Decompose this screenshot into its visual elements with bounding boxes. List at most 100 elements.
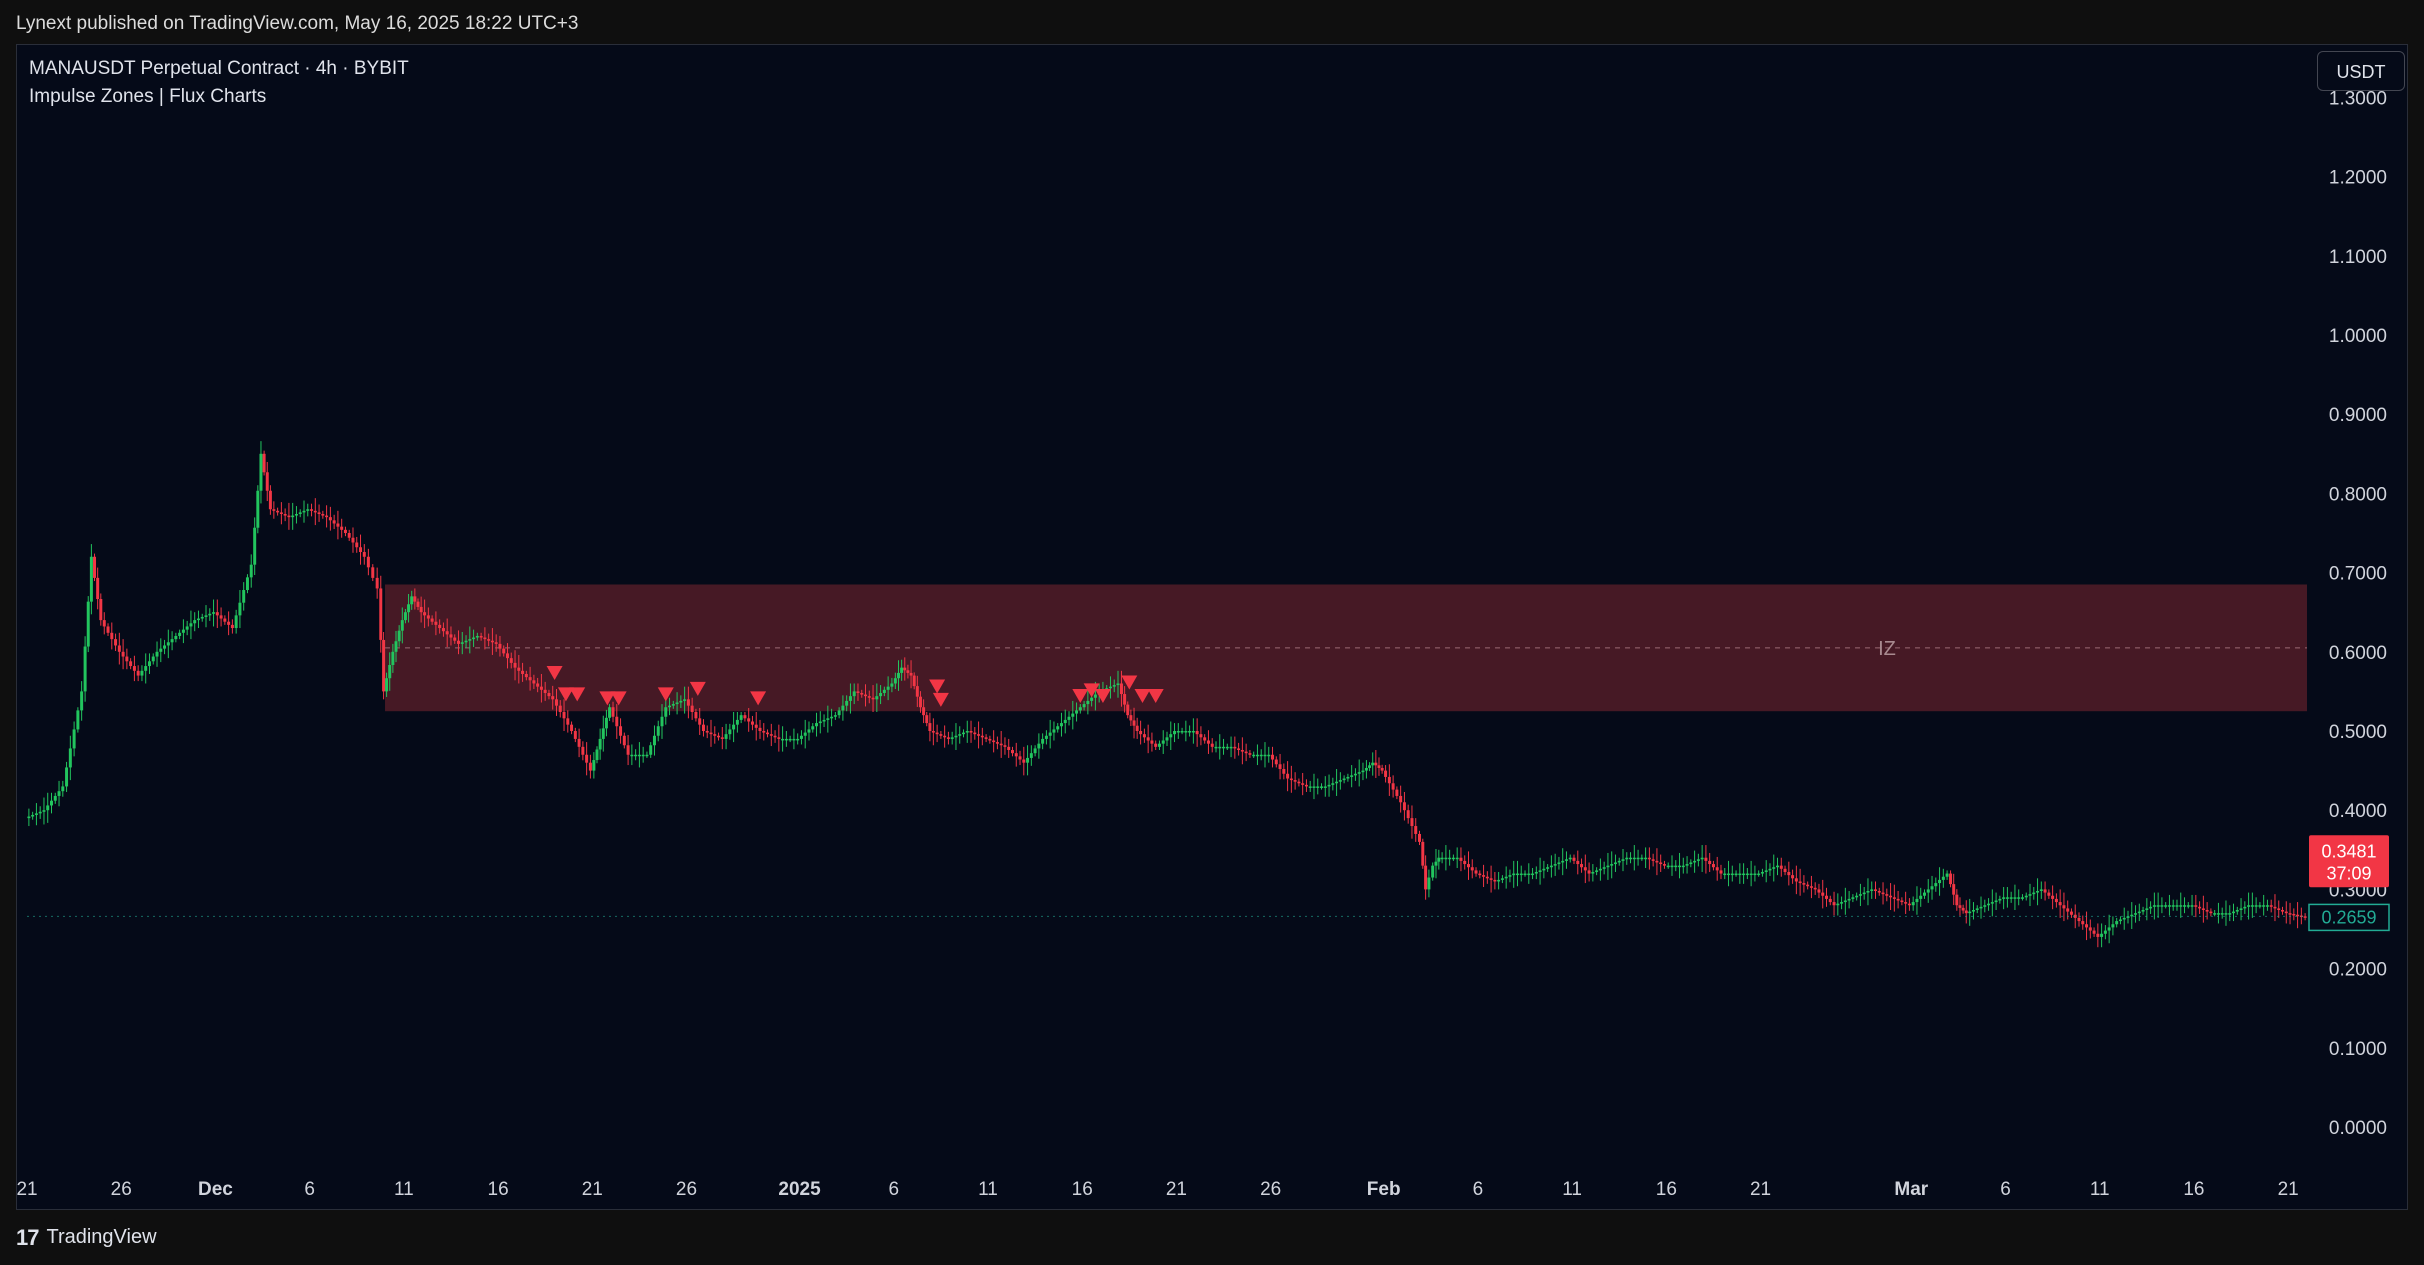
candle-body <box>2205 909 2209 912</box>
candle-body <box>509 658 513 663</box>
candle-body <box>1515 873 1519 876</box>
candle-body <box>539 686 543 690</box>
candle-body <box>1206 740 1210 744</box>
candle-body <box>1847 898 1851 901</box>
candle-body <box>1022 759 1026 763</box>
candle-body <box>598 738 602 750</box>
candle-body <box>2250 905 2254 907</box>
candle-body <box>2160 905 2164 907</box>
candle-body <box>117 645 121 652</box>
x-tick-label: Dec <box>198 1179 233 1200</box>
candle-body <box>2100 933 2104 937</box>
candle-body <box>626 745 630 755</box>
candle-body <box>86 601 90 647</box>
candle-body <box>336 523 340 527</box>
candle-body <box>253 527 257 565</box>
y-tick-label: 0.6000 <box>2329 643 2387 664</box>
candle-body <box>1636 857 1640 860</box>
candle-body <box>551 696 555 700</box>
symbol-title[interactable]: MANAUSDT Perpetual Contract · 4h · BYBIT <box>29 58 409 79</box>
candle-body <box>837 710 841 716</box>
candle-body <box>1753 873 1757 876</box>
candle-body <box>1749 873 1753 876</box>
candle-body <box>1693 860 1697 863</box>
candle-body <box>1059 723 1063 727</box>
indicator-title[interactable]: Impulse Zones | Flux Charts <box>29 86 267 107</box>
candle-body <box>265 472 269 491</box>
candle-body <box>57 791 61 796</box>
candle-body <box>413 596 417 602</box>
candle-body <box>1395 789 1399 796</box>
candle-body <box>1719 870 1723 874</box>
candle-body <box>279 512 283 514</box>
candle-body <box>1459 857 1463 861</box>
candle-body <box>1629 857 1633 860</box>
candle-body <box>1534 871 1538 874</box>
candle-body <box>1715 867 1719 871</box>
candle-body <box>585 754 589 763</box>
candle-body <box>690 705 694 712</box>
candle-body <box>1662 864 1666 866</box>
signal-marker-icon <box>657 687 674 702</box>
price-chart[interactable]: IZ 1.3000 1.2000 1.1000 1.0000 0.9000 0.8000 0.… <box>17 45 2407 1209</box>
candle-body <box>379 588 383 640</box>
candle-body <box>1949 873 1953 885</box>
candle-body <box>242 590 246 603</box>
candle-body <box>758 727 762 731</box>
brand-name[interactable]: TradingView <box>46 1226 157 1248</box>
candle-body <box>464 640 468 643</box>
candle-body <box>2258 905 2262 907</box>
candle-body <box>1123 694 1127 705</box>
candle-body <box>2134 913 2138 915</box>
candle-body <box>709 732 713 735</box>
candle-body <box>1855 895 1859 898</box>
candle-body <box>291 515 295 518</box>
signal-marker-icon <box>750 691 767 706</box>
candle-body <box>811 726 815 730</box>
candle-body <box>1082 704 1086 708</box>
x-tick-label: 16 <box>1656 1179 1677 1200</box>
candle-body <box>1595 870 1599 872</box>
x-tick-label: Feb <box>1367 1179 1401 1200</box>
candle-body <box>1252 754 1256 757</box>
candle-body <box>366 556 370 568</box>
signal-marker-icon <box>1121 675 1138 690</box>
currency-button[interactable]: USDT <box>2317 51 2405 91</box>
candle-body <box>856 691 860 693</box>
candle-body <box>1173 731 1177 735</box>
candle-body <box>2054 898 2058 903</box>
candle-body <box>230 624 234 629</box>
candle-body <box>928 723 932 731</box>
candle-body <box>1203 737 1207 741</box>
tradingview-logo-icon[interactable]: 17 <box>16 1224 40 1250</box>
candle-body <box>2213 913 2217 915</box>
candle-body <box>1161 740 1165 744</box>
candle-body <box>1176 731 1180 733</box>
candle-body <box>1225 746 1229 749</box>
candle-body <box>2073 914 2077 918</box>
candle-body <box>1342 778 1346 781</box>
candle-body <box>76 710 80 730</box>
candle-body <box>1478 873 1482 876</box>
candle-body <box>1282 769 1286 774</box>
x-tick-label: 16 <box>1072 1179 1093 1200</box>
candle-body <box>2036 890 2040 893</box>
candle-body <box>1368 765 1372 768</box>
candle-body <box>1700 857 1704 860</box>
candle-body <box>321 513 325 516</box>
candle-body <box>2028 894 2032 896</box>
chart-pane[interactable]: IZ 1.3000 1.2000 1.1000 1.0000 0.9000 0.8000 0.… <box>16 44 2408 1210</box>
candle-body <box>1742 873 1746 876</box>
candle-body <box>1377 765 1381 768</box>
candle-body <box>1885 894 1889 896</box>
candle-body <box>1267 754 1271 757</box>
candle-body <box>1455 857 1459 860</box>
candle-body <box>1832 902 1836 906</box>
y-tick-label: 0.5000 <box>2329 722 2387 743</box>
candle-body <box>310 509 314 511</box>
x-tick-label: 21 <box>1166 1179 1187 1200</box>
candle-body <box>1546 867 1550 869</box>
candle-body <box>1184 731 1188 733</box>
candle-body <box>1165 737 1169 741</box>
candle-body <box>27 816 31 819</box>
